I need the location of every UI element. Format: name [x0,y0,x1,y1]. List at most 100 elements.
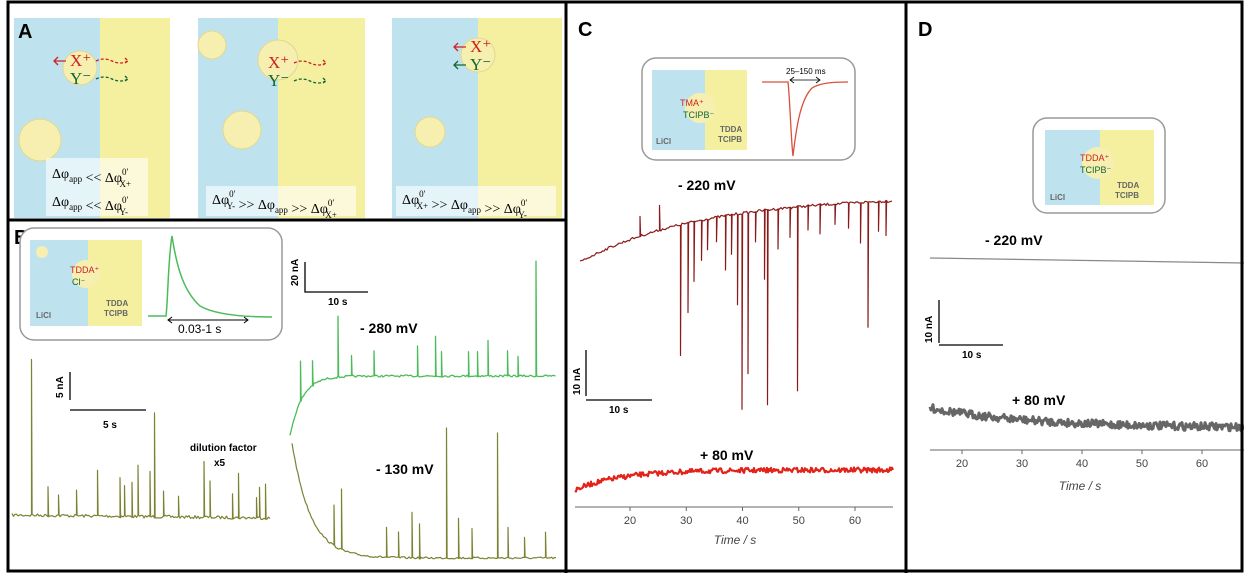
trace [289,260,556,436]
potential: - 130 mV [376,461,434,477]
scale-current: 10 nA [572,368,583,395]
formula-sup: 0′ [122,195,129,205]
formula-base: Δφ [52,167,69,182]
anion: TCIPB⁻ [683,110,715,120]
organic-label: TDDA [1117,181,1139,190]
panel-b: B TDDA⁺ Cl⁻ LiCl TDDA TCIPB 0.03-1 s 20 … [14,227,434,477]
x-tick-label: 50 [793,515,805,527]
formula-base: >> Δφ [235,198,275,213]
condition: Δφapp << Δφ0′ Y- [52,195,128,217]
droplet [257,39,299,81]
x-tick-label: 20 [624,515,636,527]
potential: - 280 mV [360,320,418,336]
cation: X⁺ [70,51,91,70]
scale-time: 10 s [962,350,982,361]
droplet [62,50,98,86]
x-ticks: 20 30 40 50 60 [956,450,1208,470]
trace [574,466,894,493]
cation: TDDA⁺ [70,265,99,275]
formula-sub: Y- [518,210,527,220]
cation: TDDA⁺ [1080,153,1109,163]
panel-label: A [18,21,32,43]
condition-box [206,186,356,216]
organic-label: TDDA [720,125,742,134]
droplet [197,30,227,60]
aqueous-label: LiCl [36,311,51,320]
scale-time: 10 s [609,405,629,416]
condition: Δφapp << Δφ0′ X+ [52,167,131,189]
formula-sub: X+ [119,179,131,189]
cation: X⁺ [268,53,289,72]
trace [928,403,1244,433]
condition: Δφ0′ Y- >> Δφapp >> Δφ0′ X+ [212,189,337,220]
formula-sub: app [275,205,288,215]
x-tick-label: 60 [1196,458,1208,470]
formula-sub: Y- [227,201,236,211]
note: dilution factor [190,443,257,454]
scale-bar [304,262,368,293]
formula-base: << Δφ [82,199,122,214]
x-tick-label: 40 [736,515,748,527]
anion: Y⁻ [470,55,491,74]
formula-sup: 0′ [229,189,236,199]
formula-sup: 0′ [521,198,528,208]
potential: + 80 mV [1012,392,1066,408]
aqueous-label: LiCl [656,137,671,146]
droplet [222,110,262,150]
anion: Cl⁻ [72,277,85,287]
frame [6,0,1244,573]
panel-label: C [578,19,592,41]
panel-c: C TMA⁺ TCIPB⁻ LiCl TDDA TCIPB 25–150 ms … [572,19,893,547]
trace [579,199,893,410]
inset-trace [762,81,849,157]
formula-sub: app [69,202,82,212]
anion: Y⁻ [70,69,91,88]
x-tick-label: 30 [1016,458,1028,470]
scale-current: 10 nA [924,316,935,343]
scale-bar [69,372,146,411]
droplet [72,260,100,288]
organic-label: TCIPB [104,309,128,318]
potential: - 220 mV [985,232,1043,248]
formula-base: Δφ [212,193,229,208]
panel-label: D [918,19,932,41]
anion: TCIPB⁻ [1080,165,1112,175]
potential: + 80 mV [700,447,754,463]
x-axis-label: Time / s [714,533,757,547]
cation: X⁺ [470,37,491,56]
duration: 25–150 ms [786,67,826,76]
droplet [36,246,48,258]
droplet [460,37,496,73]
formula-sup: 0′ [122,167,129,177]
x-tick-label: 40 [1076,458,1088,470]
formula-sub: X+ [325,210,337,220]
organic-label: TCIPB [1115,191,1139,200]
panel-borders [6,0,1244,573]
formula-sub: Y- [119,207,128,217]
x-ticks: 20 30 40 50 60 [624,507,861,527]
formula-sup: 0′ [419,189,426,199]
x-tick-label: 20 [956,458,968,470]
potential: - 220 mV [678,177,736,193]
trace [11,358,271,520]
aqueous-label: LiCl [1050,193,1065,202]
scale-time: 10 s [328,297,348,308]
organic-label: TCIPB [718,135,742,144]
panel-d: D TDDA⁺ TCIPB⁻ LiCl TDDA TCIPB - 220 mV … [918,19,1244,493]
duration-arrow [167,316,249,324]
formula-base: Δφ [402,193,419,208]
organic-label: TDDA [106,299,128,308]
cation: TMA⁺ [680,98,704,108]
condition-box [46,158,148,216]
formula-sub: app [468,205,481,215]
anion: Y⁻ [268,71,289,90]
droplet [18,118,62,162]
scale-current: 20 nA [290,259,301,286]
formula-base: >> Δφ [428,198,468,213]
duration-arrow [789,76,821,84]
note: x5 [214,458,226,469]
condition-box [396,186,556,216]
formula-sup: 0′ [328,198,335,208]
trace [929,257,1244,264]
